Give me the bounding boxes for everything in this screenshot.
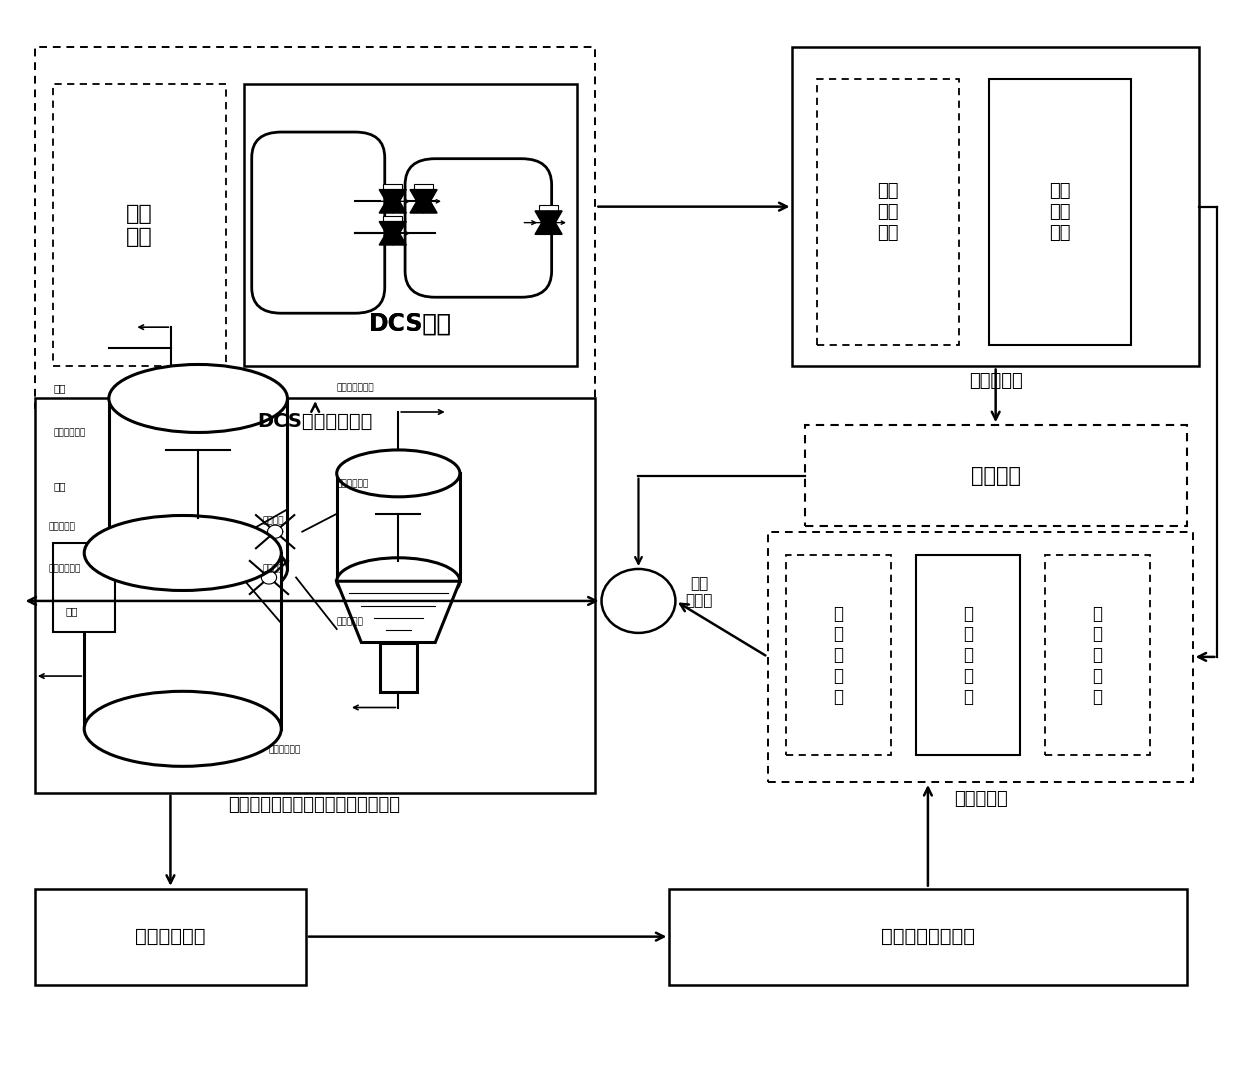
Text: 催化管部分: 催化管部分 [48, 522, 76, 531]
Bar [1045, 555, 1149, 755]
Polygon shape [379, 190, 407, 213]
Ellipse shape [84, 516, 281, 591]
Polygon shape [379, 190, 407, 213]
Bar [53, 543, 115, 633]
Polygon shape [534, 211, 562, 234]
Text: 故障动态模拟: 故障动态模拟 [135, 927, 206, 946]
Circle shape [601, 569, 676, 633]
Text: 知识数据库: 知识数据库 [968, 372, 1023, 390]
Bar [35, 398, 595, 793]
Polygon shape [337, 581, 460, 642]
Bar [786, 555, 892, 755]
Text: 一段再生部分: 一段再生部分 [48, 565, 81, 574]
Text: 故障智能分析模块: 故障智能分析模块 [880, 927, 975, 946]
Bar [990, 78, 1131, 345]
Ellipse shape [109, 535, 288, 603]
FancyBboxPatch shape [405, 159, 552, 297]
Text: 稳态
工作点: 稳态 工作点 [686, 577, 713, 609]
Text: 油气、水蒸气: 油气、水蒸气 [269, 745, 301, 755]
Text: 工艺
机理: 工艺 机理 [126, 204, 153, 247]
Text: 反应分离部分: 反应分离部分 [337, 479, 370, 489]
Bar [35, 888, 306, 985]
Text: DCS数据采集模块: DCS数据采集模块 [257, 412, 372, 432]
Bar [379, 642, 417, 692]
Text: 烟气: 烟气 [53, 382, 66, 393]
Ellipse shape [109, 364, 288, 433]
Bar [244, 84, 577, 366]
Text: 历史
采集
数据: 历史 采集 数据 [1049, 183, 1071, 242]
Bar [337, 474, 460, 581]
Text: 双段式催化裂化反再系统动态模型库: 双段式催化裂化反再系统动态模型库 [228, 796, 401, 814]
Bar [109, 398, 288, 569]
Text: 再生滑阀: 再生滑阀 [263, 517, 284, 525]
Bar [539, 205, 558, 215]
Text: DCS数据: DCS数据 [370, 311, 453, 336]
Bar [817, 78, 959, 345]
Text: 装置
专家
知识: 装置 专家 知识 [877, 183, 899, 242]
Polygon shape [534, 211, 562, 234]
Text: 故障数据库: 故障数据库 [954, 789, 1008, 808]
Text: 待生滑阀: 待生滑阀 [263, 565, 284, 574]
Text: 实际工况: 实际工况 [971, 466, 1021, 485]
Text: 二段再生部分: 二段再生部分 [53, 429, 86, 437]
Bar [414, 184, 433, 193]
Polygon shape [379, 221, 407, 245]
Ellipse shape [337, 450, 460, 497]
Text: 操
作
类
故
障: 操 作 类 故 障 [963, 605, 973, 706]
Text: DCS数据: DCS数据 [370, 311, 453, 336]
Bar [53, 84, 226, 366]
Bar [84, 553, 281, 729]
Bar [792, 47, 1199, 366]
Text: 工
艺
类
故
障: 工 艺 类 故 障 [833, 605, 843, 706]
Bar [383, 184, 402, 193]
Text: 去分馏塔的产物: 去分馏塔的产物 [337, 383, 374, 392]
Text: 废气: 废气 [53, 481, 66, 491]
Text: 设
备
类
故
障: 设 备 类 故 障 [1092, 605, 1102, 706]
Polygon shape [379, 221, 407, 245]
Ellipse shape [337, 557, 460, 605]
Bar [915, 555, 1021, 755]
FancyBboxPatch shape [252, 132, 384, 314]
Bar [670, 888, 1187, 985]
Bar [768, 532, 1193, 782]
Text: 提升管部分: 提升管部分 [337, 618, 363, 627]
Polygon shape [410, 190, 436, 213]
Bar [35, 47, 595, 409]
Bar [383, 216, 402, 226]
Ellipse shape [84, 692, 281, 767]
Polygon shape [410, 190, 436, 213]
Text: 主风: 主风 [66, 607, 78, 616]
Bar [805, 425, 1187, 526]
